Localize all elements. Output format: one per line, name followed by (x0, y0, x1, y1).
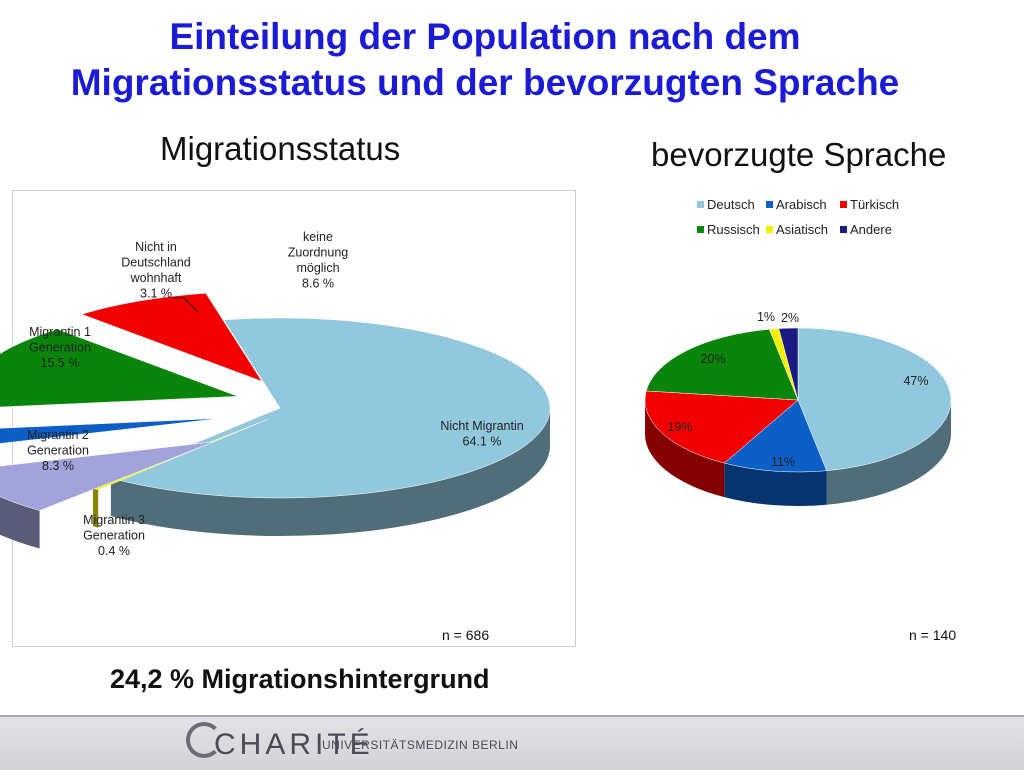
pie-charts: Nicht Migrantin 64.1 % Migrantin 3 Generati… (0, 197, 956, 643)
value-label-5: 2% (781, 311, 799, 325)
footer-subtitle: UNIVERSITÄTSMEDIZIN BERLIN (322, 738, 519, 752)
title-line-1: Einteilung der Population nach dem (169, 16, 801, 57)
legend-swatch-2 (840, 201, 847, 208)
footer-band (0, 715, 1024, 770)
pie-slice-side-0 (110, 408, 550, 536)
value-label-3: 20% (700, 352, 725, 366)
pie-slice-side-2 (0, 496, 40, 549)
legend-swatch-5 (840, 226, 847, 233)
pie-slice-4 (0, 329, 238, 408)
migration-status-pie (0, 292, 551, 549)
n-label-left: n = 686 (442, 627, 489, 643)
pie-slice-side-1 (724, 463, 827, 506)
value-label-4: 1% (757, 310, 775, 324)
language-pie: 47% 11% 19% 20% 1% 2% (644, 310, 952, 506)
migration-status-labels: Nicht Migrantin 64.1 % Migrantin 3 Generati… (27, 230, 524, 558)
slice-label-2: keine Zuordnung möglich 8.6 % (288, 230, 349, 291)
pie-slice-5 (80, 292, 263, 382)
language-legend: Deutsch Arabisch Türkisch Russisch Asiatisch… (697, 197, 899, 237)
chart-left-frame (12, 190, 576, 647)
slice-label-3: Nicht in Deutschland wohnhaft 3.1 % (121, 240, 191, 301)
page-title: Einteilung der Population nach dem Migra… (0, 14, 970, 106)
value-label-2: 19% (667, 420, 692, 434)
pie-slice-2 (644, 390, 799, 464)
title-line-2: Migrationsstatus und der bevorzugten Spr… (70, 62, 900, 103)
pie-slice-3 (0, 418, 222, 444)
charite-logo-icon (186, 722, 222, 758)
pie-slice-side-0 (826, 400, 951, 505)
slice-label-0: Nicht Migrantin 64.1 % (440, 419, 523, 449)
pie-slice-1 (723, 399, 828, 473)
pie-slice-2 (0, 441, 215, 511)
pie-slice-3 (645, 329, 799, 401)
value-label-1: 11% (771, 455, 795, 469)
pie-slice-side-1 (92, 488, 99, 528)
value-label-0: 47% (903, 374, 928, 388)
leader-line (173, 297, 199, 313)
legend-label-1: Arabisch (776, 197, 827, 212)
pie-slice-0 (797, 327, 952, 471)
legend-label-5: Andere (850, 222, 892, 237)
legend-label-3: Russisch (707, 222, 760, 237)
footer-brand: CHARITÉ (214, 728, 374, 761)
n-label-right: n = 140 (909, 627, 956, 643)
slice-label-5: Migrantin 2 Generation 8.3 % (27, 428, 89, 473)
legend-label-2: Türkisch (850, 197, 899, 212)
slice-label-4: Migrantin 1 Generation 15.5 % (29, 325, 91, 370)
chart-left-title: Migrationsstatus (160, 130, 401, 167)
legend-swatch-3 (697, 226, 704, 233)
migration-summary: 24,2 % Migrationshintergrund (110, 664, 490, 694)
legend-label-4: Asiatisch (776, 222, 828, 237)
legend-swatch-1 (766, 201, 773, 208)
chart-right-title: bevorzugte Sprache (651, 136, 947, 173)
legend-swatch-4 (766, 226, 773, 233)
pie-slice-5 (778, 327, 799, 401)
legend-swatch-0 (697, 201, 704, 208)
slice-label-1: Migrantin 3 Generation 0.4 % (83, 513, 145, 558)
pie-slice-0 (110, 317, 551, 499)
legend-label-0: Deutsch (707, 197, 755, 212)
